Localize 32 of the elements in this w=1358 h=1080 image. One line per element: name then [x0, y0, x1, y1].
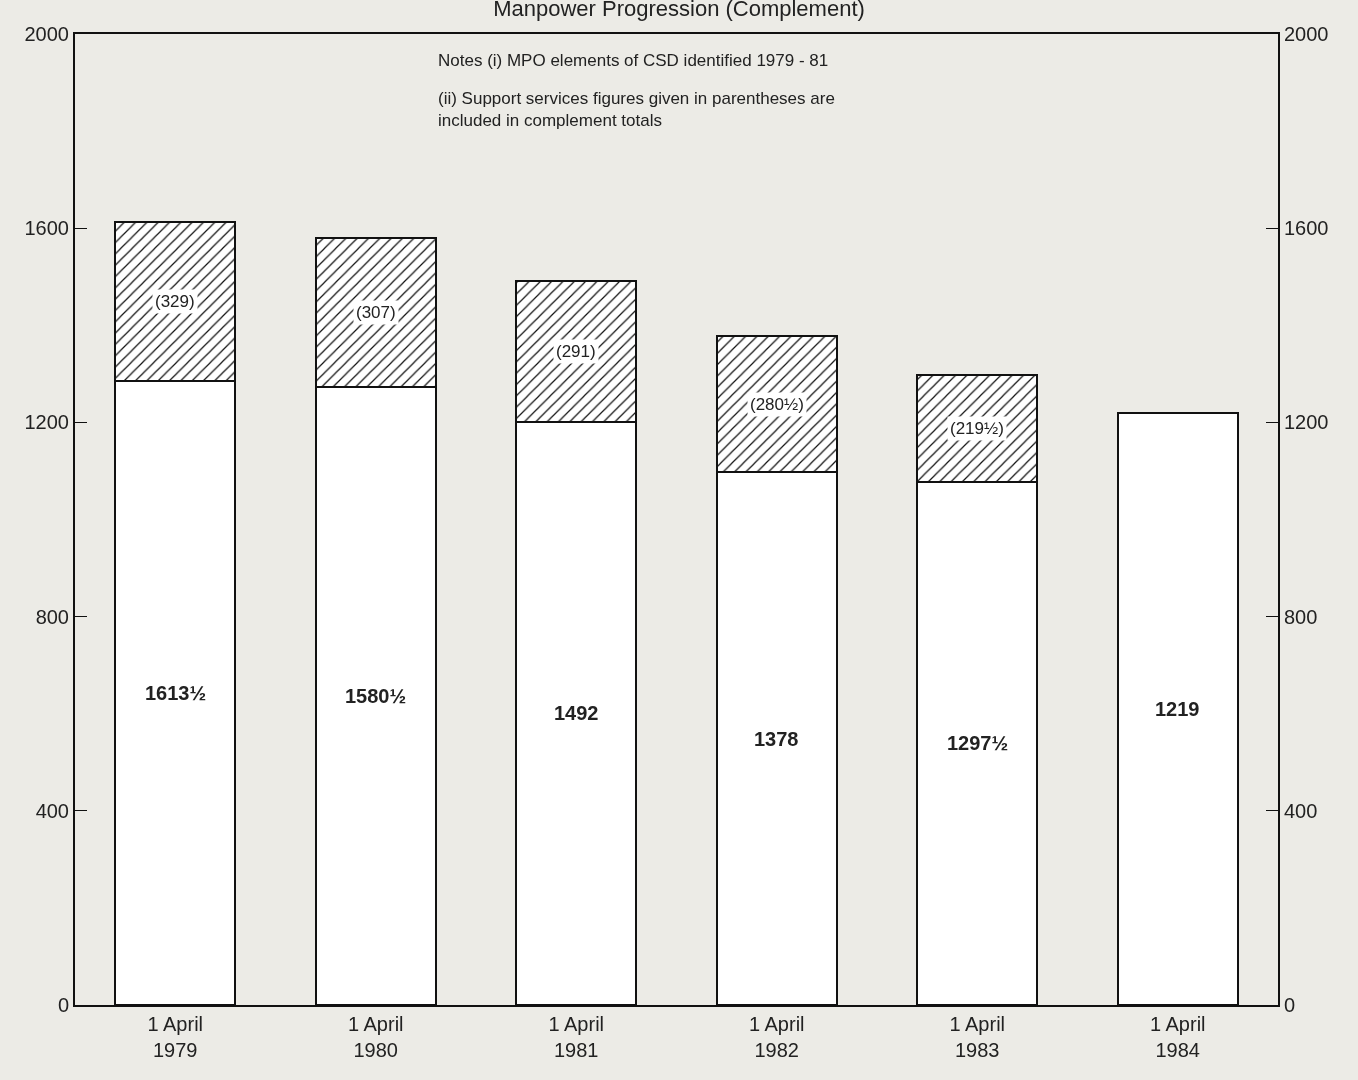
y-tick-label: 800	[35, 605, 69, 628]
data-label: (219½)	[950, 419, 1004, 438]
annotation: (ii) Support services figures given in parentheses are included in complement totals	[438, 89, 835, 131]
y2-tick-label: 800	[1284, 605, 1318, 628]
total-label: 1219	[1155, 698, 1200, 720]
y-tick-label: 2000	[24, 23, 69, 45]
y2-tick-label: 1200	[1284, 411, 1329, 434]
x-tick-label: 1 April 1984	[1149, 1013, 1206, 1061]
y-tick-label: 0	[57, 994, 69, 1016]
x-tick-label: 1 April 1980	[347, 1013, 404, 1061]
data-label: (329)	[155, 292, 195, 311]
y2-tick-label: 0	[1284, 994, 1296, 1016]
data-label: (280½)	[750, 395, 804, 414]
total-label: 1378	[754, 728, 799, 750]
y2-tick-label: 1600	[1284, 217, 1329, 240]
y-tick-label: 400	[35, 799, 69, 822]
y-tick-label: 1600	[24, 217, 69, 240]
annotation: Notes (i) MPO elements of CSD identified 1979 - 81	[438, 51, 829, 70]
chart-title: Manpower Progression (Complement)	[493, 0, 865, 22]
y2-tick-label: 2000	[1284, 23, 1329, 45]
x-tick-label: 1 April 1981	[548, 1013, 605, 1061]
total-label: 1613½	[145, 682, 207, 704]
x-tick-label: 1 April 1983	[949, 1013, 1006, 1061]
x-tick-label: 1 April 1979	[147, 1013, 204, 1061]
total-label: 1297½	[947, 732, 1009, 754]
data-label: (307)	[356, 303, 396, 322]
y2-tick-label: 400	[1284, 799, 1318, 822]
total-label: 1492	[554, 702, 599, 724]
total-label: 1580½	[345, 685, 407, 707]
data-label: (291)	[556, 342, 596, 361]
y-tick-label: 1200	[24, 411, 69, 434]
x-tick-label: 1 April 1982	[748, 1013, 805, 1061]
